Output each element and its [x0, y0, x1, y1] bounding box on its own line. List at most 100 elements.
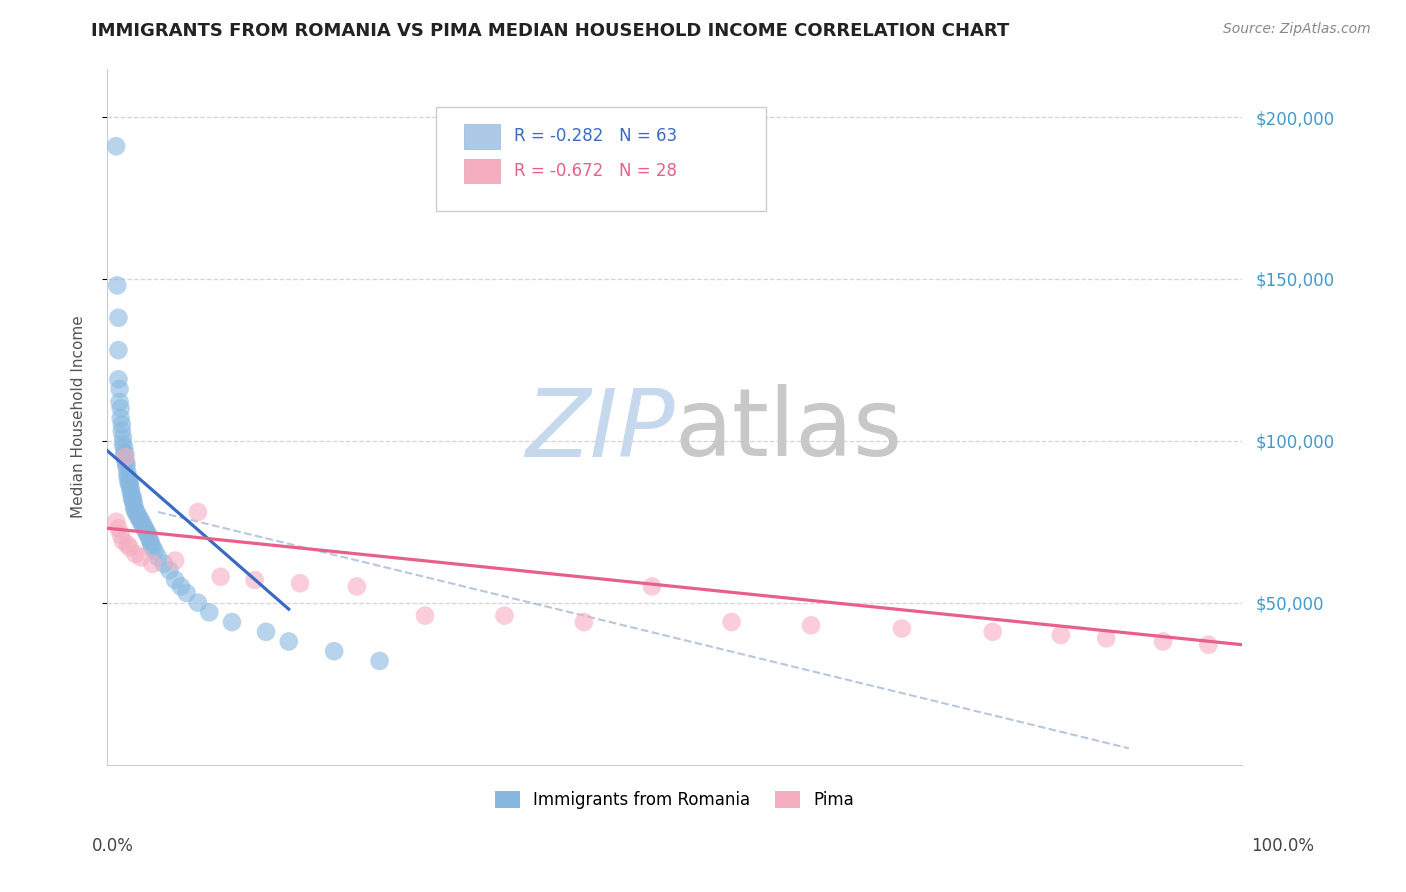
Point	[141, 557, 163, 571]
Point	[323, 644, 346, 658]
Point	[105, 139, 128, 153]
Point	[110, 401, 132, 416]
Point	[277, 634, 299, 648]
Point	[128, 511, 150, 525]
Text: R = -0.672   N = 28: R = -0.672 N = 28	[513, 161, 676, 180]
Point	[108, 382, 131, 396]
Y-axis label: Median Household Income: Median Household Income	[72, 315, 86, 518]
Text: 100.0%: 100.0%	[1251, 837, 1315, 855]
Point	[107, 343, 129, 358]
Point	[117, 537, 139, 551]
Point	[165, 573, 187, 587]
Point	[121, 489, 143, 503]
Point	[165, 553, 187, 567]
Point	[572, 615, 595, 629]
FancyBboxPatch shape	[436, 107, 766, 211]
Point	[114, 447, 136, 461]
Point	[129, 515, 152, 529]
Point	[139, 534, 162, 549]
Point	[135, 524, 157, 539]
Point	[117, 475, 139, 490]
Point	[1152, 634, 1174, 648]
Point	[118, 475, 141, 490]
Point	[125, 505, 148, 519]
Point	[124, 501, 146, 516]
Point	[135, 524, 157, 539]
Point	[141, 537, 163, 551]
Text: ZIP: ZIP	[524, 385, 675, 476]
Point	[105, 278, 128, 293]
Point	[118, 541, 141, 555]
Point	[117, 473, 139, 487]
Point	[124, 499, 146, 513]
Point	[720, 615, 742, 629]
Point	[143, 544, 166, 558]
Point	[131, 518, 153, 533]
Point	[187, 505, 209, 519]
Point	[111, 437, 134, 451]
Point	[221, 615, 243, 629]
Point	[110, 527, 132, 541]
Point	[1197, 638, 1219, 652]
Text: Source: ZipAtlas.com: Source: ZipAtlas.com	[1223, 22, 1371, 37]
Point	[641, 579, 664, 593]
Point	[112, 440, 135, 454]
Text: 0.0%: 0.0%	[91, 837, 134, 855]
Point	[108, 395, 131, 409]
Point	[105, 515, 128, 529]
Point	[176, 586, 198, 600]
Point	[120, 485, 142, 500]
Point	[117, 469, 139, 483]
Point	[115, 459, 138, 474]
Point	[120, 483, 142, 497]
Point	[124, 547, 146, 561]
Point	[129, 511, 152, 525]
Point	[129, 550, 152, 565]
Point	[138, 531, 160, 545]
Text: R = -0.282   N = 63: R = -0.282 N = 63	[513, 127, 676, 145]
Point	[127, 508, 149, 523]
Point	[111, 417, 134, 432]
Bar	[464, 124, 501, 149]
Point	[111, 424, 134, 438]
Point	[134, 521, 156, 535]
Point	[198, 606, 221, 620]
Point	[110, 411, 132, 425]
Point	[107, 372, 129, 386]
Point	[146, 550, 169, 565]
Point	[346, 579, 368, 593]
Point	[1049, 628, 1071, 642]
Point	[187, 596, 209, 610]
Point	[132, 518, 155, 533]
Point	[159, 563, 181, 577]
Point	[117, 466, 139, 480]
Point	[413, 608, 436, 623]
Point	[136, 527, 159, 541]
Point	[114, 453, 136, 467]
Point	[107, 310, 129, 325]
Point	[153, 557, 176, 571]
Point	[118, 479, 141, 493]
Point	[107, 521, 129, 535]
Legend: Immigrants from Romania, Pima: Immigrants from Romania, Pima	[488, 784, 862, 815]
Point	[368, 654, 391, 668]
Bar	[464, 159, 501, 184]
Point	[111, 431, 134, 445]
Point	[243, 573, 266, 587]
Point	[209, 570, 232, 584]
Point	[254, 624, 277, 639]
Point	[112, 447, 135, 461]
Point	[981, 624, 1004, 639]
Point	[494, 608, 516, 623]
Point	[124, 505, 146, 519]
Point	[890, 622, 912, 636]
Point	[121, 491, 143, 506]
Point	[141, 541, 163, 555]
Point	[122, 495, 145, 509]
Point	[170, 579, 193, 593]
Point	[122, 491, 145, 506]
Point	[1095, 632, 1118, 646]
Point	[800, 618, 823, 632]
Point	[114, 450, 136, 464]
Text: IMMIGRANTS FROM ROMANIA VS PIMA MEDIAN HOUSEHOLD INCOME CORRELATION CHART: IMMIGRANTS FROM ROMANIA VS PIMA MEDIAN H…	[91, 22, 1010, 40]
